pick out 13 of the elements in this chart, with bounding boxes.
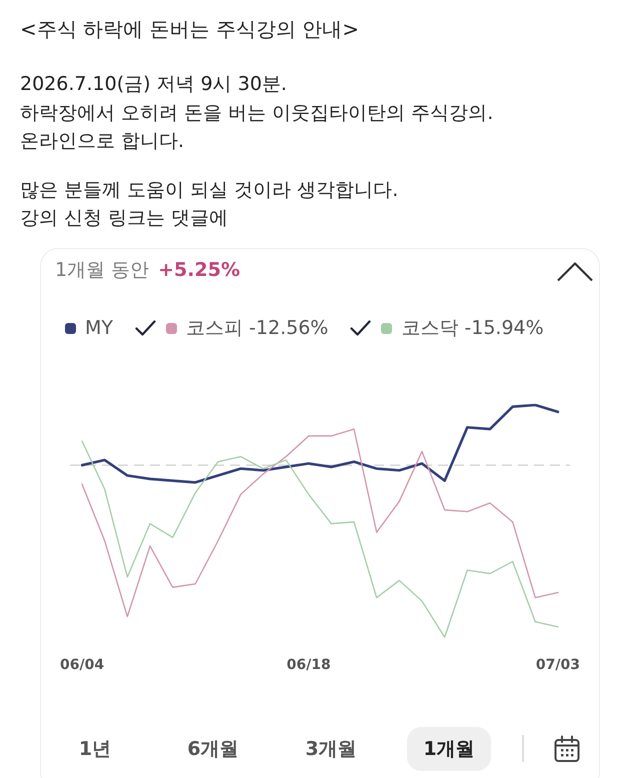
text: 1년 xyxy=(62,727,128,771)
text: 2026.7.10(금) 저녁 9시 30분. 하락장에서 오히려 돈을 버는 이웃집타이탄의 주식강의. 온라인으로 합니다. 많은 분들께 도움이 되실 것이라 생각합니다. 강의 신청 링크는 댓글에 xyxy=(20,73,494,229)
x-tick-label: 06/04 xyxy=(60,657,104,674)
x-tick-label: 06/18 xyxy=(286,657,331,674)
legend-label: MY xyxy=(85,317,113,339)
text: 6개월 xyxy=(171,727,255,771)
x-tick-label: 07/03 xyxy=(536,657,580,674)
legend-label: 코스피 -12.56% xyxy=(186,316,328,341)
chart-title: <주식 하락에 돈버는 주식강의 안내> xyxy=(20,16,359,43)
legend-label: 코스닥 -15.94% xyxy=(401,316,544,341)
text: 1개월 동안 +5.25% xyxy=(55,259,240,281)
text: 1개월 xyxy=(407,727,491,771)
text: 3개월 xyxy=(289,727,373,771)
